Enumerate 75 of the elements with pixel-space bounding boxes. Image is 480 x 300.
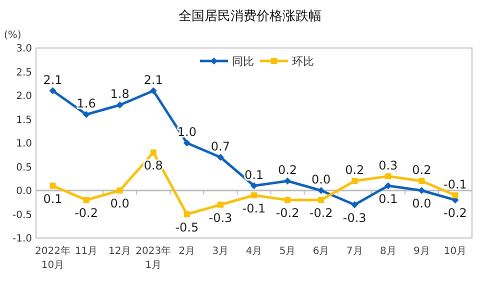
point [251,192,257,198]
point [116,102,124,108]
x-tick-label: 11月 [74,246,98,257]
data-label: 1.8 [110,87,130,101]
data-label: -0.3 [342,210,366,225]
data-label: 0.2 [345,163,364,177]
x-tick-label: 2022年 10月 [35,245,70,271]
y-tick-label: 2.5 [16,67,32,78]
x-tick-label: 2023年 1月 [136,245,172,271]
point [216,154,224,161]
data-label: 0.2 [278,163,298,177]
x-tick-label: 6月 [312,246,330,257]
data-label: 0.1 [244,168,264,182]
y-tick-label: 2.0 [16,91,32,102]
data-label: 0.2 [412,163,432,177]
data-label: 0.7 [210,139,230,154]
point [351,201,358,208]
point [418,178,425,184]
legend-label: 同比 [232,55,254,68]
point [318,187,325,194]
y-tick-label: 1.0 [16,138,32,150]
data-label: 1.6 [76,96,96,110]
x-tick-label: 2月 [178,246,196,257]
data-label: 2.1 [144,72,163,87]
point [83,197,90,203]
x-tick-label: 8月 [380,246,396,257]
point [284,178,292,184]
point [150,150,156,156]
point [385,173,392,180]
data-label: -0.2 [309,206,333,220]
point [183,140,190,146]
y-tick-label: 0.0 [16,186,32,197]
y-tick-label: 0.5 [16,162,32,174]
point [418,187,426,194]
point [384,182,392,190]
x-tick-label: 7月 [346,246,363,257]
x-tick-label: 10月 [444,246,467,257]
point [250,182,258,190]
y-tick-label: 1.5 [16,114,32,126]
x-tick-label: 3月 [212,246,229,257]
point [284,197,291,203]
data-label: -0.3 [208,210,232,225]
data-label: -0.2 [444,206,467,220]
data-label: 0.0 [312,172,331,186]
data-label: 0.1 [378,192,398,206]
x-tick-label: 4月 [246,246,262,257]
point [150,87,157,94]
data-label: 0.0 [412,196,432,210]
x-tick-label: 12月 [108,246,132,257]
point [452,192,458,198]
legend-label: 环比 [292,55,314,68]
data-label: -0.1 [242,201,266,216]
point [116,188,123,194]
data-label: 0.0 [110,196,130,210]
point [184,211,190,218]
data-label: -0.2 [74,206,98,220]
y-axis-title: (%) [4,30,22,41]
data-label: 0.3 [378,158,398,172]
y-tick-label: -0.5 [12,210,32,221]
data-label: 0.1 [43,192,62,206]
data-label: -0.1 [444,177,467,192]
chart-title: 全国居民消费价格涨跌幅 [178,9,322,24]
point [82,111,90,118]
y-tick-label: 3.0 [16,44,32,54]
point [352,178,358,184]
x-tick-label: 9月 [414,246,430,257]
point [318,197,324,203]
point [217,202,224,208]
data-label: -0.2 [276,206,300,220]
x-tick-label: 5月 [279,246,296,257]
point [49,87,56,94]
point [50,182,56,189]
data-label: 2.1 [43,72,62,87]
data-label: -0.5 [175,220,199,234]
y-tick-label: -1.0 [12,234,32,244]
